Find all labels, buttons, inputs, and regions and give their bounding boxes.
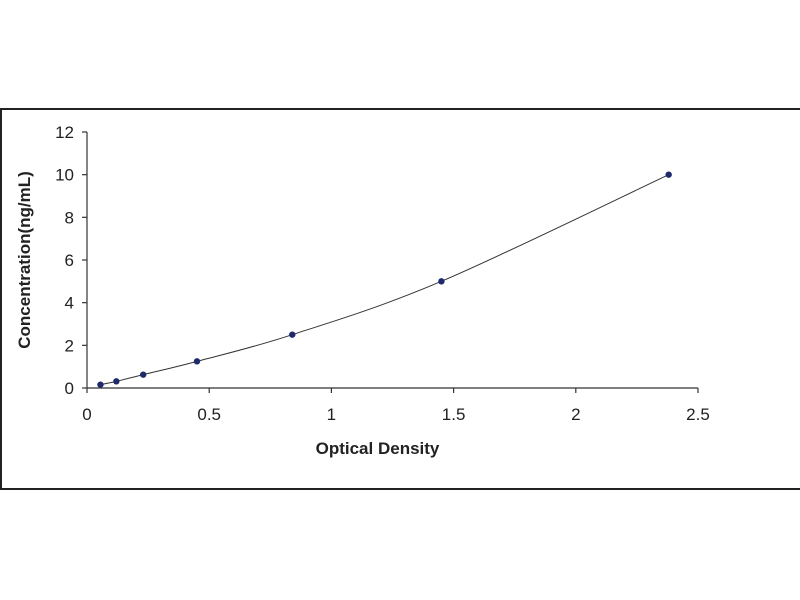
x-tick-label: 1 xyxy=(327,405,336,424)
data-point xyxy=(113,378,120,385)
axes xyxy=(86,132,698,389)
y-tick-label: 6 xyxy=(65,251,74,270)
y-tick-label: 0 xyxy=(65,379,74,398)
chart-frame xyxy=(0,108,800,490)
data-point xyxy=(665,171,672,178)
x-tick-label: 0 xyxy=(82,405,91,424)
y-tick-label: 4 xyxy=(65,294,74,313)
data-point xyxy=(97,381,104,388)
x-tick-label: 2.5 xyxy=(686,405,710,424)
x-tick-label: 1.5 xyxy=(442,405,466,424)
x-axis-title: Optical Density xyxy=(316,439,440,458)
data-point xyxy=(438,278,445,285)
y-tick-label: 8 xyxy=(65,208,74,227)
data-point xyxy=(193,358,201,365)
data-point xyxy=(140,371,147,378)
y-tick-label: 2 xyxy=(65,336,74,355)
y-ticks: 0 2 4 6 8 10 12 xyxy=(55,123,87,398)
x-tick-label: 0.5 xyxy=(197,405,221,424)
fit-curve xyxy=(100,174,669,386)
y-axis-title: Concentration(ng/mL) xyxy=(15,171,34,349)
x-ticks: 0 0.5 1 1.5 2 2.5 xyxy=(82,388,710,424)
data-point xyxy=(289,331,296,338)
y-tick-label: 10 xyxy=(55,166,74,185)
x-tick-label: 2 xyxy=(571,405,580,424)
data-points xyxy=(97,171,672,388)
y-tick-label: 12 xyxy=(55,123,74,142)
